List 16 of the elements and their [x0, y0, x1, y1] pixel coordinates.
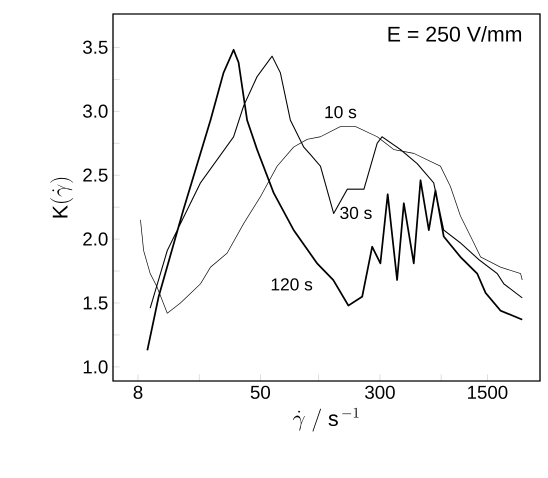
series-label: 10 s	[325, 106, 356, 118]
y-tick-label: 1.0	[84, 360, 108, 374]
y-tick-label: 3.5	[83, 40, 108, 54]
annotation: E = 250 V/mm	[388, 26, 522, 42]
x-tick-label: 8	[134, 386, 142, 399]
y-tick-label: 2.5	[83, 168, 108, 182]
x-tick-label: 50	[250, 386, 270, 399]
y-axis-title: $\mathrm{K}(\dot{\gamma})$	[50, 178, 74, 218]
y-tick-label: 2.0	[83, 232, 108, 246]
x-tick-label: 1500	[468, 386, 508, 399]
x-tick-label: 300	[365, 386, 395, 399]
y-tick-label: 1.5	[84, 296, 108, 310]
y-tick-label: 3.0	[83, 104, 108, 118]
x-axis-title: $\dot{\gamma}\ /\ \mathrm{s}^{\,-1}$	[293, 408, 359, 432]
series-label: 120 s	[272, 278, 312, 291]
series-label: 30 s	[340, 206, 372, 220]
